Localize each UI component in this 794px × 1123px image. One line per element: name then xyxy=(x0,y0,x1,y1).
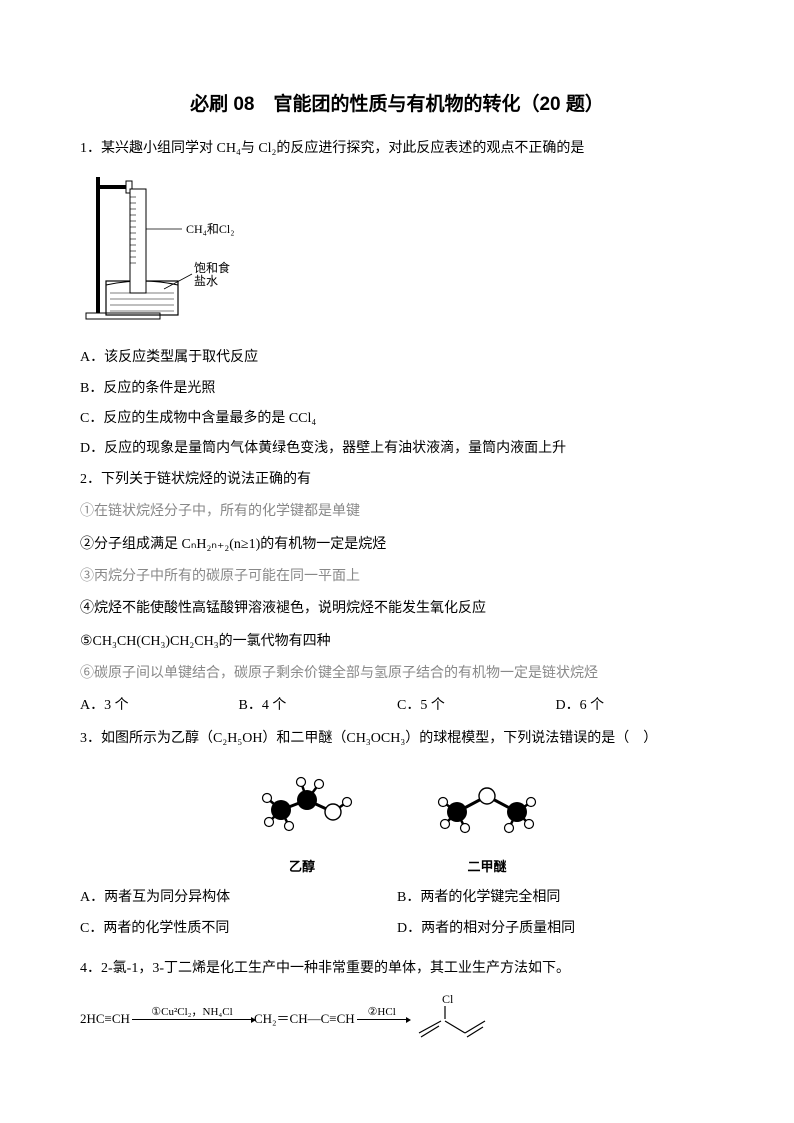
q1-opt-d: D．反应的现象是量筒内气体黄绿色变浅，器壁上有油状液滴，量筒内液面上升 xyxy=(80,438,714,460)
q2-opt-d: D．6 个 xyxy=(556,695,715,717)
q2-s1: ①在链状烷烃分子中，所有的化学键都是单键 xyxy=(80,501,714,523)
ethanol-label: 乙醇 xyxy=(247,857,357,878)
q2-s3: ③丙烷分子中所有的碳原子可能在同一平面上 xyxy=(80,566,714,588)
q3-options: A．两者互为同分异构体 B．两者的化学键完全相同 C．两者的化学性质不同 D．两… xyxy=(80,887,714,948)
q2-stem: 2．下列关于链状烷烃的说法正确的有 xyxy=(80,469,714,491)
q1-opt-a: A．该反应类型属于取代反应 xyxy=(80,347,714,369)
dme-model xyxy=(427,764,547,844)
q3-opt-c: C．两者的化学性质不同 xyxy=(80,918,397,940)
q3-models: 乙醇 二甲醚 xyxy=(80,764,714,877)
apparatus-svg: CH₄和Cl₂ 饱和食 盐水 xyxy=(80,171,260,331)
q2-s2: ②分子组成满足 CₙH₂ₙ₊₂(n≥1)的有机物一定是烷烃 xyxy=(80,534,714,556)
q2-s6: ⑥碳原子间以单键结合，碳原子剩余价键全部与氢原子结合的有机物一定是链状烷烃 xyxy=(80,663,714,685)
q3-opt-b: B．两者的化学键完全相同 xyxy=(397,887,714,909)
q4-stem: 4．2-氯-1，3-丁二烯是化工生产中一种非常重要的单体，其工业生产方法如下。 xyxy=(80,958,714,980)
q1-diagram: CH₄和Cl₂ 饱和食 盐水 xyxy=(80,171,714,339)
q3-opt-d: D．两者的相对分子质量相同 xyxy=(397,918,714,940)
q2-s4: ④烷烃不能使酸性高锰酸钾溶液褪色，说明烷烃不能发生氧化反应 xyxy=(80,598,714,620)
q4-reaction: 2HC≡CH ①Cu²Cl₂，NH₄Cl CH₂＝CH—C≡CH ②HCl Cl xyxy=(80,991,714,1048)
q1-opt-b: B．反应的条件是光照 xyxy=(80,378,714,400)
product-structure: Cl xyxy=(409,991,489,1048)
step2-label: ②HCl xyxy=(368,1006,396,1018)
label-saltwater-2: 盐水 xyxy=(194,274,218,288)
q2-opt-c: C．5 个 xyxy=(397,695,556,717)
q2-s5: ⑤CH₃CH(CH₃)CH₂CH₃的一氯代物有四种 xyxy=(80,631,714,653)
q1-stem: 1．某兴趣小组同学对 CH₄与 Cl₂的反应进行探究，对此反应表述的观点不正确的… xyxy=(80,138,714,160)
dme-label: 二甲醚 xyxy=(427,857,547,878)
reaction-mid: CH₂＝CH—C≡CH xyxy=(254,1009,355,1030)
q2-options: A．3 个 B．4 个 C．5 个 D．6 个 xyxy=(80,695,714,717)
q2-opt-a: A．3 个 xyxy=(80,695,239,717)
label-ch4cl2: CH₄和Cl₂ xyxy=(186,222,234,236)
ethanol-model xyxy=(247,764,357,844)
label-saltwater-1: 饱和食 xyxy=(194,260,230,275)
q1-opt-c: C．反应的生成物中含量最多的是 CCl₄ xyxy=(80,408,714,430)
q3-stem: 3．如图所示为乙醇（C₂H₅OH）和二甲醚（CH₃OCH₃）的球棍模型，下列说法… xyxy=(80,728,714,750)
cl-label: Cl xyxy=(442,992,454,1006)
q2-opt-b: B．4 个 xyxy=(239,695,398,717)
step1-label: ①Cu²Cl₂，NH₄Cl xyxy=(151,1006,232,1018)
q3-opt-a: A．两者互为同分异构体 xyxy=(80,887,397,909)
reaction-start: 2HC≡CH xyxy=(80,1009,130,1030)
page-title: 必刷 08 官能团的性质与有机物的转化（20 题） xyxy=(80,90,714,120)
